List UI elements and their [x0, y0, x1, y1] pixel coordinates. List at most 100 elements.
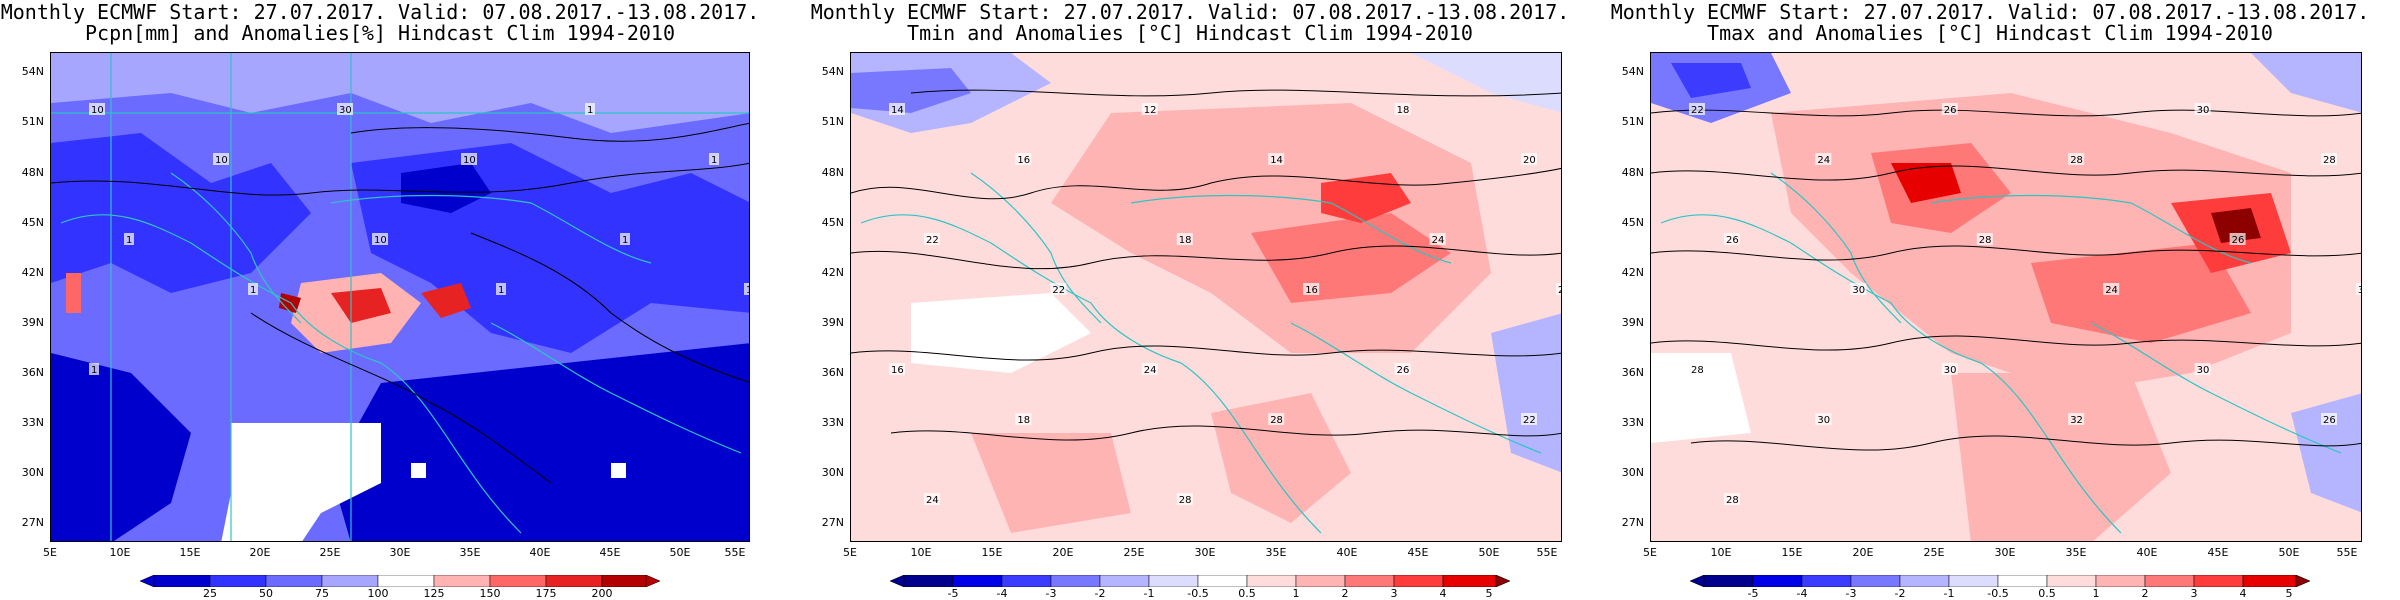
contour-label: 26 [1944, 105, 1957, 116]
contour-label-bg [889, 103, 905, 115]
contour-label: 30 [2197, 365, 2210, 376]
contour-label: 26 [1397, 365, 1410, 376]
colorbar [890, 575, 1510, 587]
contour-label: 28 [1726, 495, 1739, 506]
lon-label: 35E [2065, 546, 2087, 559]
contour-label-bg [2229, 233, 2246, 245]
colorbar-label: 4 [2239, 587, 2247, 600]
precip-panel: Monthly ECMWF Start: 27.07.2017. Valid: … [0, 0, 760, 600]
contour-label-bg [1521, 413, 1537, 425]
contour-label-bg [1394, 363, 1411, 375]
contour-label: 1 [587, 105, 593, 116]
colorbar-label: 1 [1292, 587, 1300, 600]
contour-label: 22 [1052, 285, 1065, 296]
lat-label: 42N [1621, 266, 1644, 279]
colorbar-label: 125 [423, 587, 445, 600]
colorbar-label: 50 [259, 587, 273, 600]
lon-label: 40E [1336, 546, 1358, 559]
contour-label: 1 [91, 365, 97, 376]
contour-label: 28 [2323, 155, 2336, 166]
lon-label: 25E [1123, 546, 1145, 559]
contour-label: 30 [2197, 105, 2210, 116]
contour-label-bg [1141, 103, 1158, 115]
contour-label: 30 [1817, 415, 1830, 426]
colorbar-label: 1 [2092, 587, 2100, 600]
lat-label: 36N [21, 366, 44, 379]
contour-label-bg [1724, 233, 1740, 245]
lon-label: 15E [179, 546, 201, 559]
lat-label: 54N [21, 65, 44, 78]
contour-label: 26 [1726, 235, 1739, 246]
contour-label-bg [924, 233, 940, 245]
contour-label-bg [1976, 233, 1993, 245]
contour-label-bg [1141, 363, 1158, 375]
colorbar-label: -1 [1943, 587, 1955, 600]
lat-label: 39N [821, 316, 844, 329]
lon-label: 20E [1052, 546, 1074, 559]
lon-label: 15E [1781, 546, 1803, 559]
contour-label-bg [496, 283, 506, 295]
contour-label: 28 [1270, 415, 1283, 426]
contour-label: 1 [126, 235, 132, 246]
panel-title: Monthly ECMWF Start: 27.07.2017. Valid: … [1610, 0, 2370, 24]
colorbar-label: -2 [1094, 587, 1106, 600]
precip-map: 10 10 30 10 1 1 1 1 10 1 1 1 1 [51, 53, 749, 541]
contour-label: 10 [215, 155, 228, 166]
contour-label: 28 [2070, 155, 2083, 166]
colorbar-label: -5 [1747, 587, 1759, 600]
contour-label-bg [2068, 153, 2085, 165]
contour-label: 26 [2232, 235, 2245, 246]
contour-label-bg [1941, 363, 1958, 375]
colorbar-label: -4 [1796, 587, 1808, 600]
contour-label-bg [1689, 103, 1705, 115]
contour-label-bg [89, 103, 105, 115]
contour-label-bg [1303, 283, 1320, 295]
colorbar-label: 200 [591, 587, 613, 600]
lon-label: 40E [529, 546, 551, 559]
colorbar-label: 4 [1439, 587, 1447, 600]
contour-label: 16 [891, 365, 904, 376]
contour-label-bg [1176, 233, 1193, 245]
lon-label: 25E [319, 546, 341, 559]
contour-label: 24 [1432, 235, 1445, 246]
lat-label: 54N [821, 65, 844, 78]
contour-label-bg [744, 283, 749, 295]
lat-label: 27N [821, 516, 844, 529]
contour-label-bg [709, 153, 719, 165]
contour-label-bg [1015, 413, 1032, 425]
contour-label-bg [1268, 413, 1285, 425]
lat-label: 33N [1621, 416, 1644, 429]
lon-label: 35E [459, 546, 481, 559]
lon-label: 20E [1852, 546, 1874, 559]
colorbar-label: 100 [367, 587, 389, 600]
tmax-map: 22 24 26 28 30 28 26 30 28 24 26 30 28 30 30 32 30 26 28 [1651, 53, 2361, 541]
contour-label-bg [2194, 103, 2211, 115]
contour-label: 10 [91, 105, 104, 116]
lat-label: 33N [821, 416, 844, 429]
lon-label: 10E [1710, 546, 1732, 559]
lon-label: 45E [599, 546, 621, 559]
contour-label: 28 [1691, 365, 1704, 376]
contour-label: 28 [1979, 235, 1992, 246]
colorbar-label: 0.5 [1238, 587, 1256, 600]
contour-label-bg [1015, 153, 1032, 165]
lon-label: 25E [1923, 546, 1945, 559]
lat-label: 27N [1621, 516, 1644, 529]
lon-label: 50E [2278, 546, 2300, 559]
contour-label-bg [1815, 153, 1832, 165]
lat-label: 48N [821, 166, 844, 179]
contour-label: 18 [1397, 105, 1410, 116]
contour-label-bg [461, 153, 477, 165]
contour-label-bg [1521, 153, 1537, 165]
panel-subtitle: Pcpn[mm] and Anomalies[%] Hindcast Clim … [84, 21, 675, 45]
contour-label-bg [1850, 283, 1867, 295]
lon-label: 30E [1194, 546, 1216, 559]
contour-label-bg [889, 363, 905, 375]
colorbar-label: -0.5 [1987, 587, 2009, 600]
lon-label: 5E [43, 546, 57, 559]
lat-label: 33N [21, 416, 44, 429]
lon-label: 20E [249, 546, 271, 559]
contour-label: 1 [498, 285, 504, 296]
contour-label: 18 [1017, 415, 1030, 426]
lat-label: 36N [821, 366, 844, 379]
